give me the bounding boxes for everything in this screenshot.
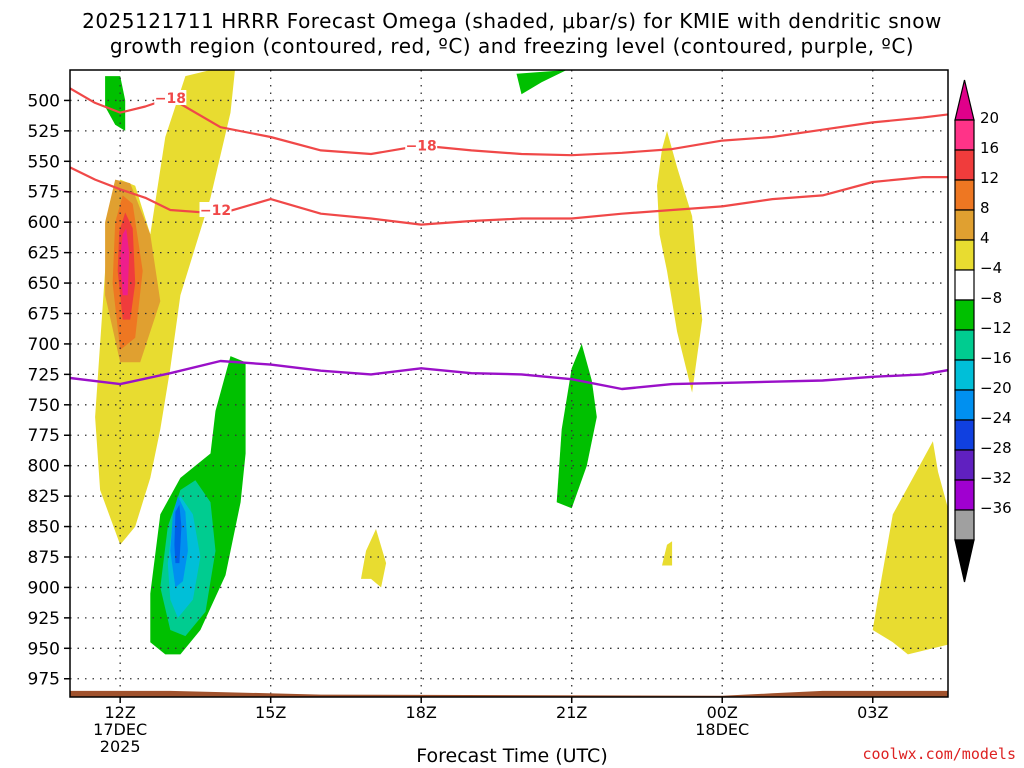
x-tick-label: 17DEC [93, 720, 147, 739]
colorbar-segment-12 [954, 479, 975, 511]
y-tick-label: 750 [28, 396, 60, 416]
colorbar-label: 16 [980, 139, 999, 157]
colorbar-label: 8 [980, 199, 990, 217]
colorbar-label: 4 [980, 229, 990, 247]
chart-title-line2: growth region (contoured, red, ºC) and f… [109, 34, 915, 58]
plot-area: −18 −18 −12 [70, 70, 948, 697]
colorbar-segment-1 [954, 149, 975, 181]
colorbar-segment-3 [954, 209, 975, 241]
isotherm-label-bg [405, 137, 438, 153]
omega-region-4-6 [361, 529, 387, 588]
plot-frame [69, 69, 949, 698]
isotherm-label-bg [154, 90, 187, 106]
colorbar-segment-7 [954, 329, 975, 361]
colorbar-segment-9 [954, 389, 975, 421]
x-tick-label: 15Z [255, 703, 286, 722]
y-tick-label: 525 [28, 122, 60, 142]
colorbar-segment-0 [954, 119, 975, 151]
x-tick-label: 18Z [406, 703, 437, 722]
y-tick-label: 825 [28, 487, 60, 507]
chart-title-line1: 2025121711 HRRR Forecast Omega (shaded, … [82, 9, 942, 33]
y-tick-label: 875 [28, 548, 60, 568]
y-tick-label: 850 [28, 518, 60, 538]
colorbar-label: 20 [980, 109, 999, 127]
isotherm-label-neg18: −18 [406, 138, 437, 154]
y-tick-label: 650 [28, 274, 60, 294]
y-tick-label: 675 [28, 304, 60, 324]
colorbar-segment-8 [954, 359, 975, 391]
colorbar-label: −28 [980, 439, 1012, 457]
x-tick-label: 2025 [100, 737, 141, 756]
omega-region-neg4-16 [556, 343, 597, 509]
colorbar-segment-6 [954, 299, 975, 331]
y-tick-label: 900 [28, 578, 60, 598]
omega-region-20-4 [120, 228, 130, 296]
colorbar-label: −32 [980, 469, 1012, 487]
colorbar-top-triangle [954, 79, 975, 121]
isotherm-line-neg18 [70, 87, 948, 157]
y-tick-label: 600 [28, 213, 60, 233]
y-tick-label: 925 [28, 609, 60, 629]
colorbar-label: −16 [980, 349, 1012, 367]
terrain-band [70, 690, 948, 697]
omega-region-neg4-9 [516, 70, 567, 95]
y-tick-label: 800 [28, 457, 60, 477]
omega-region-4-7 [662, 541, 673, 566]
omega-region-neg16-15 [174, 504, 182, 564]
freezing-level-line [70, 359, 948, 391]
y-tick-label: 700 [28, 335, 60, 355]
y-tick-label: 975 [28, 670, 60, 690]
colorbar-segment-10 [954, 419, 975, 451]
y-tick-label: 500 [28, 91, 60, 111]
colorbar-label: −20 [980, 379, 1012, 397]
omega-region-4-8 [872, 441, 948, 655]
isotherm-line-neg12 [70, 166, 948, 226]
colorbar-segment-13 [954, 509, 975, 541]
x-tick-label: 21Z [556, 703, 587, 722]
colorbar-bottom-triangle [954, 539, 975, 583]
y-tick-label: 950 [28, 639, 60, 659]
colorbar-label: −8 [980, 289, 1002, 307]
colorbar-label: −24 [980, 409, 1012, 427]
isotherm-label-neg12: −12 [200, 203, 231, 219]
colorbar-label: −4 [980, 259, 1002, 277]
omega-region-4-5 [657, 130, 703, 393]
colorbar-segment-2 [954, 179, 975, 211]
isotherm-label-neg18: −18 [155, 91, 186, 107]
x-tick-label: 03Z [857, 703, 888, 722]
colorbar-label: −12 [980, 319, 1012, 337]
omega-region-neg4-10 [105, 76, 126, 131]
isotherm-label-bg [199, 202, 232, 218]
colorbar-label: 12 [980, 169, 999, 187]
credit-text: coolwx.com/models [862, 745, 1016, 763]
x-axis-label: Forecast Time (UTC) [416, 745, 608, 767]
x-tick-label: 12Z [105, 703, 136, 722]
y-tick-label: 775 [28, 426, 60, 446]
x-tick-label: 18DEC [695, 720, 749, 739]
y-tick-label: 725 [28, 365, 60, 385]
y-tick-label: 625 [28, 244, 60, 264]
y-tick-label: 550 [28, 152, 60, 172]
y-tick-label: 575 [28, 183, 60, 203]
colorbar-segment-11 [954, 449, 975, 481]
colorbar-segment-4 [954, 239, 975, 271]
colorbar-label: −36 [980, 499, 1012, 517]
x-tick-label: 00Z [707, 703, 738, 722]
colorbar-segment-5 [954, 269, 975, 301]
